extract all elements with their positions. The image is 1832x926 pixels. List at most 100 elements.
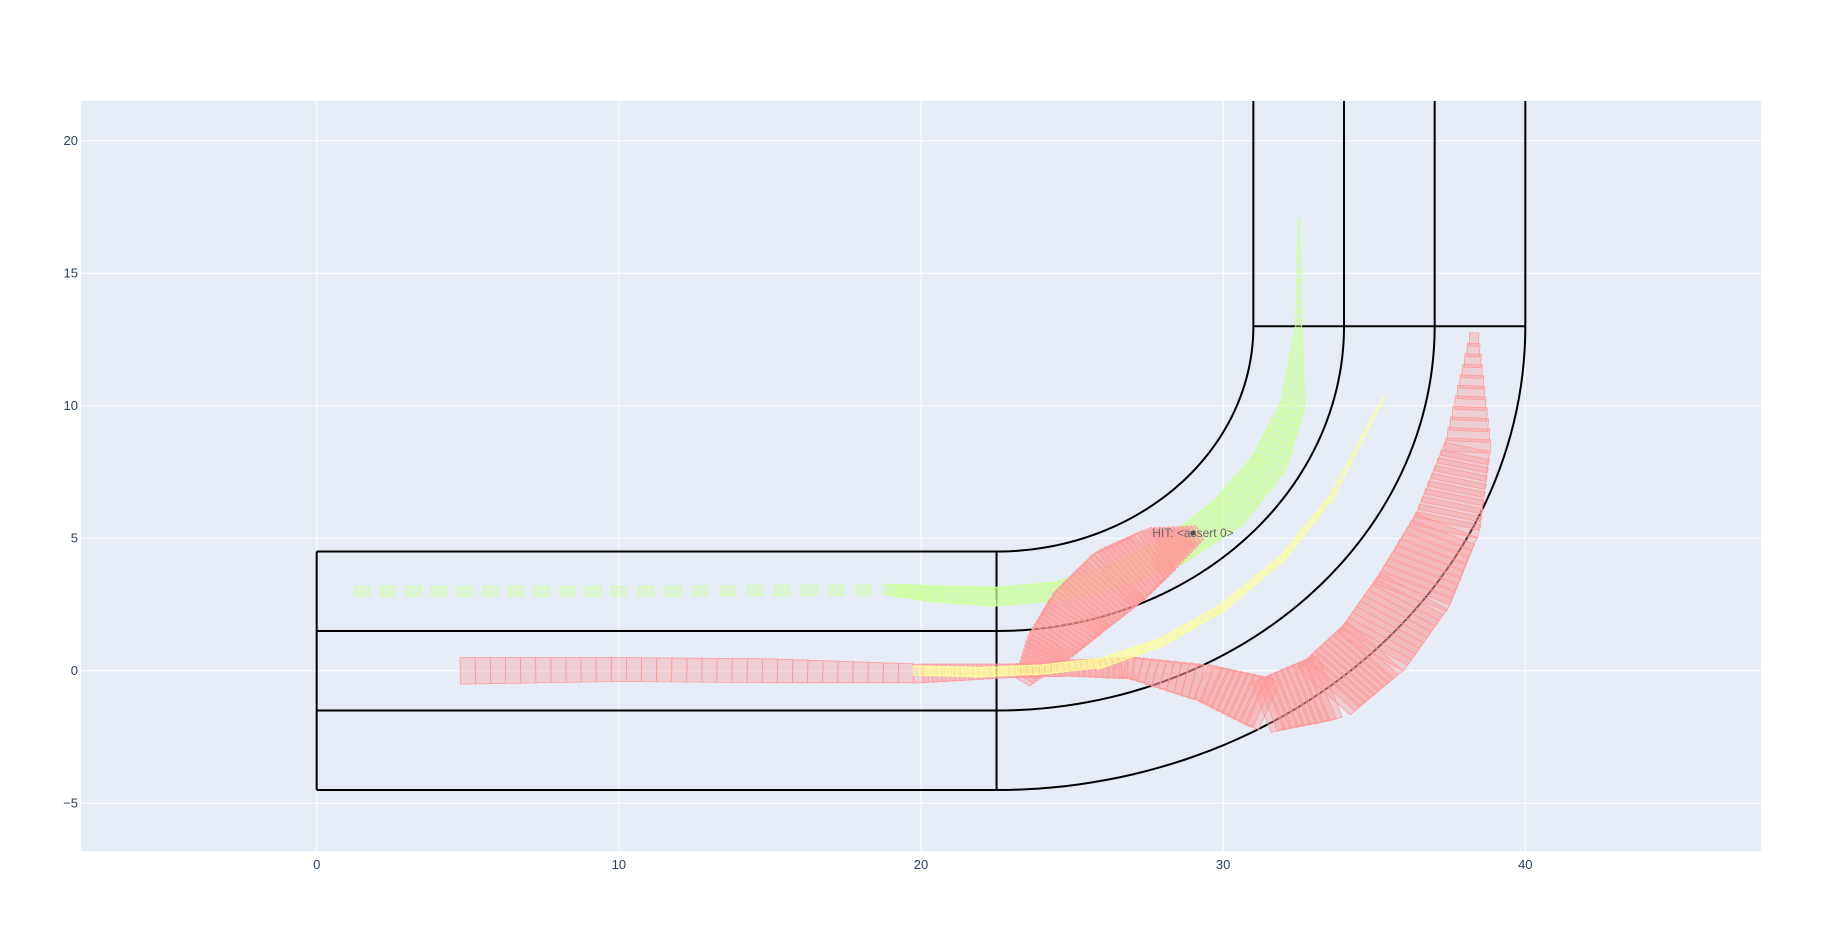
series-box: [1291, 334, 1304, 350]
series-box: [686, 657, 703, 683]
series-box: [1250, 677, 1287, 733]
x-tick-label: 0: [313, 857, 320, 872]
series-box: [1262, 672, 1299, 731]
series-box: [1297, 657, 1337, 724]
series-box: [1385, 551, 1462, 592]
series-box: [565, 657, 582, 683]
series-box: [1302, 655, 1343, 722]
series-box: [1248, 451, 1289, 477]
series-box: [610, 586, 627, 597]
series-box: [580, 657, 597, 683]
series-box: [1044, 594, 1106, 640]
lane-line-curve: [996, 101, 1255, 553]
series-box: [1106, 540, 1160, 595]
series-box: [1221, 670, 1256, 719]
series-box: [1243, 676, 1281, 730]
y-tick-label: 5: [71, 530, 78, 545]
series-box: [1268, 670, 1306, 730]
series-box: [656, 657, 673, 683]
series-box: [1375, 396, 1385, 410]
series-box: [482, 586, 499, 597]
series-box: [1159, 525, 1191, 562]
series-box: [459, 657, 476, 685]
series-box: [1150, 526, 1185, 568]
series-box: [559, 586, 576, 597]
series-box: [504, 657, 522, 684]
series-box: [1238, 674, 1275, 728]
series-box: [774, 585, 790, 596]
series-box: [1204, 666, 1237, 710]
series-box: [1181, 525, 1205, 547]
series-box: [1251, 446, 1291, 471]
series-box: [1177, 525, 1202, 550]
series-box: [405, 586, 422, 597]
series-box: [731, 658, 748, 683]
y-tick-label: 20: [64, 133, 78, 148]
series-box: [456, 586, 473, 597]
series-box: [1291, 660, 1331, 725]
series-box: [489, 657, 507, 684]
series-box: [1412, 511, 1482, 539]
series-box: [719, 585, 736, 597]
series-box: [665, 585, 682, 597]
series-box: [1120, 534, 1170, 585]
series-box: [1393, 538, 1467, 578]
series-box: [1287, 358, 1305, 374]
series-box: [822, 660, 839, 684]
series-box: [1415, 503, 1483, 531]
gridlines: [81, 101, 1761, 851]
series-box: [761, 658, 779, 684]
x-axis-ticks: 0 10 20 30 40: [313, 857, 1532, 872]
lane-line-curve: [996, 101, 1436, 712]
series-box: [1424, 480, 1486, 506]
series-box: [1373, 570, 1454, 612]
series-box: [1226, 672, 1262, 722]
series-box: [474, 657, 491, 685]
series-box: [1111, 538, 1163, 592]
lane-line-curve: [996, 101, 1527, 792]
series-pink: [459, 332, 1492, 733]
series-box: [640, 657, 658, 683]
series-yellow: [912, 396, 1385, 678]
series-box: [1215, 669, 1249, 716]
series-box: [1437, 449, 1491, 474]
series-box: [1397, 532, 1470, 571]
series-box: [1256, 675, 1293, 732]
series-box: [882, 662, 899, 684]
series-box: [1427, 472, 1487, 498]
series-box: [1257, 434, 1295, 459]
series-box: [1274, 667, 1312, 729]
series-box: [1279, 398, 1306, 414]
series-box: [828, 584, 845, 596]
series-box: [746, 658, 763, 684]
y-tick-label: 0: [71, 663, 78, 678]
annotation-point: [1190, 530, 1196, 536]
series-box: [379, 586, 396, 597]
series-box: [535, 657, 552, 684]
series-box: [1269, 412, 1302, 435]
x-tick-label: 10: [612, 857, 626, 872]
y-tick-label: −5: [63, 795, 78, 810]
annotation-label: HIT: <assert 0>: [1152, 526, 1233, 540]
y-axis-ticks: −5 0 5 10 15 20: [63, 133, 78, 811]
series-box: [716, 657, 733, 683]
series-box: [610, 657, 627, 682]
series-box: [791, 659, 809, 684]
series-box: [1124, 532, 1174, 582]
series-box: [1146, 526, 1182, 571]
series-box: [1168, 525, 1196, 556]
series-box: [1266, 418, 1300, 441]
series-box: [595, 657, 612, 683]
series-box: [1198, 665, 1230, 708]
x-tick-label: 40: [1518, 857, 1532, 872]
series-box: [801, 584, 818, 596]
series-box: [837, 660, 854, 684]
series-box: [1093, 546, 1150, 605]
series-box: [867, 662, 884, 684]
annotation-layer: HIT: <assert 0>: [1152, 526, 1233, 540]
series-box: [1431, 465, 1488, 490]
lane-line-curve: [996, 101, 1346, 633]
road-outline: [315, 101, 1527, 792]
series-box: [1272, 406, 1304, 429]
series-box: [1434, 457, 1489, 482]
